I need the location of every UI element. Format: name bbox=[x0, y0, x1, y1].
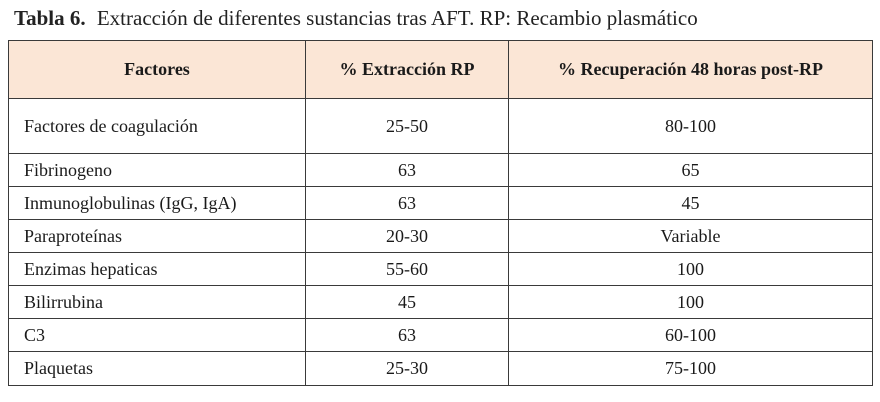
factor-cell: Factores de coagulación bbox=[8, 98, 306, 154]
table-row: C3 63 60-100 bbox=[8, 318, 873, 352]
table-body: Factores de coagulación 25-50 80-100 Fib… bbox=[8, 98, 873, 386]
extraction-cell: 63 bbox=[305, 318, 509, 352]
extraction-cell: 25-30 bbox=[305, 351, 509, 386]
header-row: Factores % Extracción RP % Recuperación … bbox=[8, 40, 873, 99]
recovery-cell: 100 bbox=[508, 252, 873, 286]
factor-cell: Bilirrubina bbox=[8, 285, 306, 319]
factor-cell: Fibrinogeno bbox=[8, 153, 306, 187]
recovery-cell: 60-100 bbox=[508, 318, 873, 352]
factor-cell: Plaquetas bbox=[8, 351, 306, 386]
column-header-recuperacion: % Recuperación 48 horas post-RP bbox=[508, 40, 873, 99]
extraction-cell: 55-60 bbox=[305, 252, 509, 286]
table-row: Plaquetas 25-30 75-100 bbox=[8, 351, 873, 386]
extraction-cell: 45 bbox=[305, 285, 509, 319]
extraction-cell: 63 bbox=[305, 186, 509, 220]
recovery-cell: 75-100 bbox=[508, 351, 873, 386]
extraction-cell: 63 bbox=[305, 153, 509, 187]
recovery-cell: Variable bbox=[508, 219, 873, 253]
extraction-table: Factores % Extracción RP % Recuperación … bbox=[8, 40, 873, 386]
table-row: Paraproteínas 20-30 Variable bbox=[8, 219, 873, 253]
table-row: Factores de coagulación 25-50 80-100 bbox=[8, 98, 873, 154]
factor-cell: Paraproteínas bbox=[8, 219, 306, 253]
extraction-cell: 20-30 bbox=[305, 219, 509, 253]
caption-label: Tabla 6. bbox=[14, 6, 86, 30]
table-row: Bilirrubina 45 100 bbox=[8, 285, 873, 319]
recovery-cell: 45 bbox=[508, 186, 873, 220]
column-header-factores: Factores bbox=[8, 40, 306, 99]
table-row: Fibrinogeno 63 65 bbox=[8, 153, 873, 187]
factor-cell: Enzimas hepaticas bbox=[8, 252, 306, 286]
extraction-cell: 25-50 bbox=[305, 98, 509, 154]
factor-cell: Inmunoglobulinas (IgG, IgA) bbox=[8, 186, 306, 220]
table-header: Factores % Extracción RP % Recuperación … bbox=[8, 40, 873, 99]
recovery-cell: 100 bbox=[508, 285, 873, 319]
caption-text: Extracción de diferentes sustancias tras… bbox=[96, 6, 698, 30]
recovery-cell: 80-100 bbox=[508, 98, 873, 154]
column-header-extraccion: % Extracción RP bbox=[305, 40, 509, 99]
table-row: Inmunoglobulinas (IgG, IgA) 63 45 bbox=[8, 186, 873, 220]
factor-cell: C3 bbox=[8, 318, 306, 352]
table-caption: Tabla 6. Extracción de diferentes sustan… bbox=[14, 3, 698, 33]
table-row: Enzimas hepaticas 55-60 100 bbox=[8, 252, 873, 286]
recovery-cell: 65 bbox=[508, 153, 873, 187]
